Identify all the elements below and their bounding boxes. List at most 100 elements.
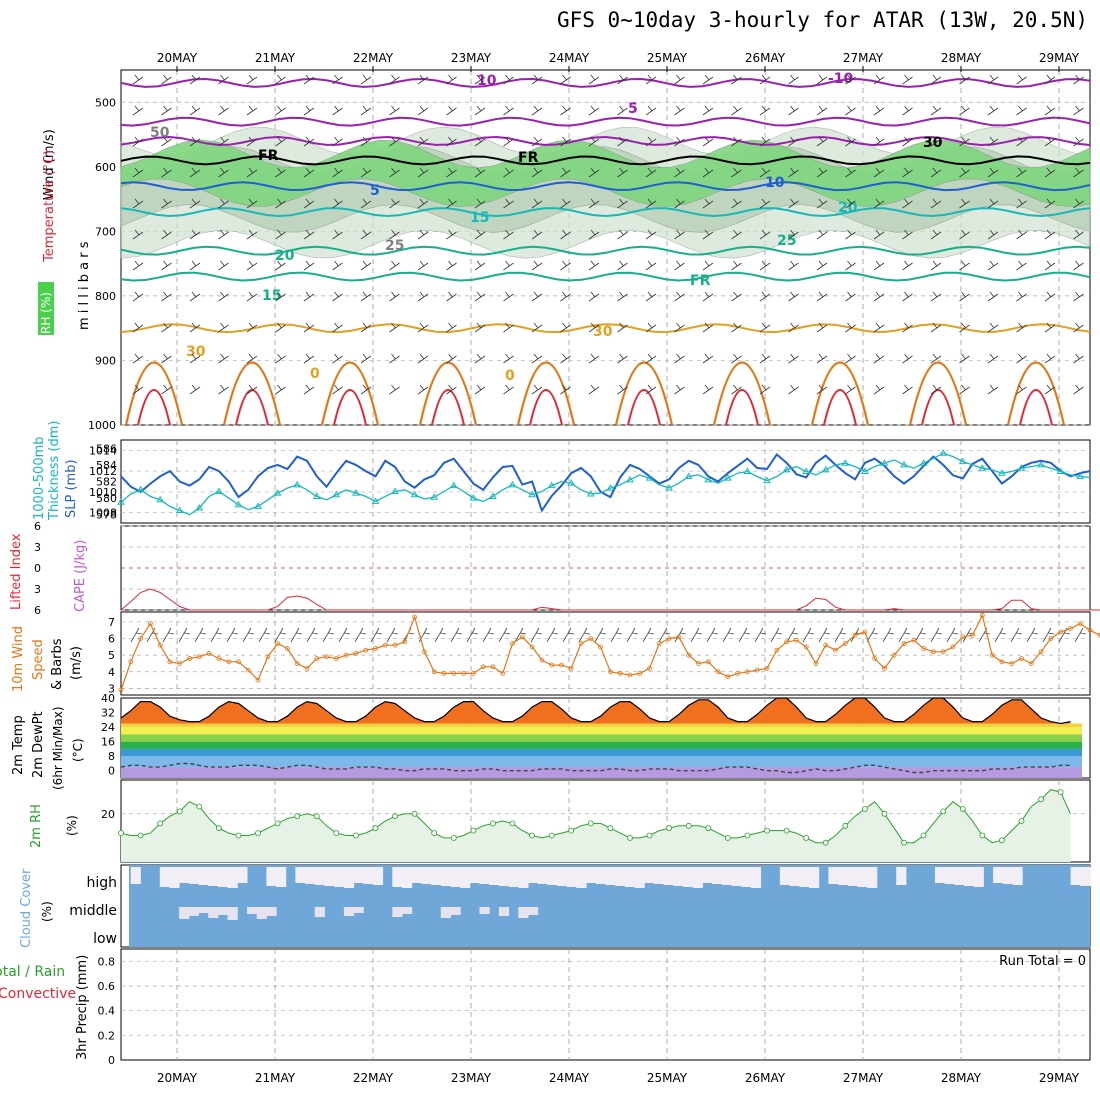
wind-barb	[189, 105, 201, 116]
wind-barb	[1073, 229, 1084, 240]
wind-barb	[303, 353, 315, 364]
rh-marker	[666, 825, 672, 832]
wind-barb	[645, 229, 657, 240]
high-cloud-gap	[557, 867, 568, 886]
rh-marker	[783, 827, 790, 834]
thickness-marker	[234, 500, 243, 508]
wind-barb	[759, 105, 771, 116]
wind-barb	[218, 136, 229, 147]
wind-speed-marker	[656, 641, 662, 646]
thickness-tick: 578	[96, 509, 117, 522]
thickness-marker	[371, 497, 380, 504]
high-cloud-gap	[789, 867, 800, 886]
high-cloud-gap	[750, 867, 762, 888]
wind-barb	[218, 291, 229, 302]
high-cloud-gap	[847, 867, 858, 886]
rh-marker	[920, 832, 927, 839]
wind-barb	[731, 136, 742, 147]
wind-speed-marker	[549, 662, 555, 668]
wind-barb	[702, 260, 714, 271]
wind-barb	[987, 291, 999, 302]
wind-speed-line	[120, 613, 1100, 691]
contour-label: 50	[150, 125, 170, 141]
wind-barb	[161, 384, 172, 395]
temp-contour-arch	[725, 389, 759, 426]
wind-barb	[845, 105, 856, 116]
wind-barb-10m	[738, 627, 751, 643]
temp-tick: 16	[101, 736, 115, 749]
wind-speed-marker	[363, 647, 369, 653]
wind-barb	[1044, 198, 1056, 209]
wind-barb	[446, 384, 457, 395]
ylabel-min-max: (6hr Min/Max)	[51, 707, 65, 791]
wind-barb	[446, 136, 457, 147]
rh-marker	[940, 808, 947, 815]
wind-barb	[389, 384, 400, 395]
high-cloud-gap	[169, 867, 180, 888]
wind-barb-10m	[338, 627, 351, 643]
wind-barb	[959, 198, 970, 209]
high-cloud-gap	[392, 867, 403, 887]
wind-speed-marker	[324, 654, 329, 660]
wind-barb	[902, 384, 913, 395]
wind-barb	[987, 322, 999, 333]
ylabel-barbs: & Barbs	[50, 638, 65, 690]
wind-barb-10m	[178, 627, 191, 643]
slp-line	[120, 453, 1091, 513]
thickness-marker	[214, 487, 223, 494]
wind-speed-marker	[588, 636, 594, 641]
high-cloud-gap	[624, 867, 636, 887]
wind-barb	[161, 105, 172, 116]
wind-barb	[702, 291, 714, 302]
contour-line	[120, 323, 1091, 334]
wind-barb	[788, 167, 799, 178]
high-cloud-gap	[547, 867, 558, 885]
middle-cloud-gap	[450, 907, 461, 915]
wind-barb	[446, 229, 457, 240]
pressure-tick-label: 1000	[88, 419, 116, 432]
wind-barb	[959, 136, 970, 147]
wind-barb	[503, 167, 514, 178]
wind-barb	[674, 105, 685, 116]
wind-barb	[759, 353, 771, 364]
wind-speed-marker	[705, 659, 711, 665]
wind-barb	[246, 229, 258, 240]
ylabel-total-rain: Total / Rain	[0, 964, 65, 980]
high-cloud-gap	[1002, 867, 1013, 884]
rh-marker	[685, 822, 692, 829]
wind-speed-marker	[862, 629, 868, 635]
wind-barb-10m	[386, 627, 399, 643]
date-label-bottom: 25MAY	[647, 1071, 688, 1085]
ylabel-lifted-index: Lifted Index	[9, 533, 24, 610]
wind-speed-marker	[686, 652, 692, 658]
wind-speed-marker	[891, 652, 897, 658]
rh-marker	[274, 820, 281, 827]
middle-cloud-gap	[217, 907, 229, 915]
li-tick: 6	[34, 520, 41, 533]
wind-barb	[987, 105, 999, 116]
wind-barb	[617, 136, 628, 147]
ylabel-millibars: m i l l i b a r s	[77, 241, 92, 330]
wind-barb	[218, 105, 229, 116]
wind-speed-marker	[999, 659, 1005, 665]
wind-speed-marker	[617, 671, 623, 676]
contour-line	[120, 271, 1091, 282]
wind-barb	[218, 167, 229, 178]
middle-cloud-gap	[198, 907, 209, 913]
high-cloud-gap	[799, 867, 810, 887]
date-label-top: 20MAY	[157, 51, 198, 65]
rh-marker	[137, 832, 144, 839]
wind-barb	[332, 322, 343, 333]
pressure-tick-label: 600	[95, 161, 116, 174]
wind-barb	[1044, 260, 1056, 271]
precip-tick: 0.6	[98, 980, 116, 993]
wind-speed-marker	[676, 634, 682, 640]
contour-label: FR	[258, 148, 279, 164]
wind-barb	[360, 167, 372, 178]
thickness-marker	[567, 479, 576, 486]
wind-barb	[560, 322, 571, 333]
wind-speed-marker	[421, 649, 427, 655]
contour-line	[120, 181, 1091, 192]
contour-label: 0	[310, 366, 320, 382]
wind-speed-marker	[970, 632, 975, 638]
